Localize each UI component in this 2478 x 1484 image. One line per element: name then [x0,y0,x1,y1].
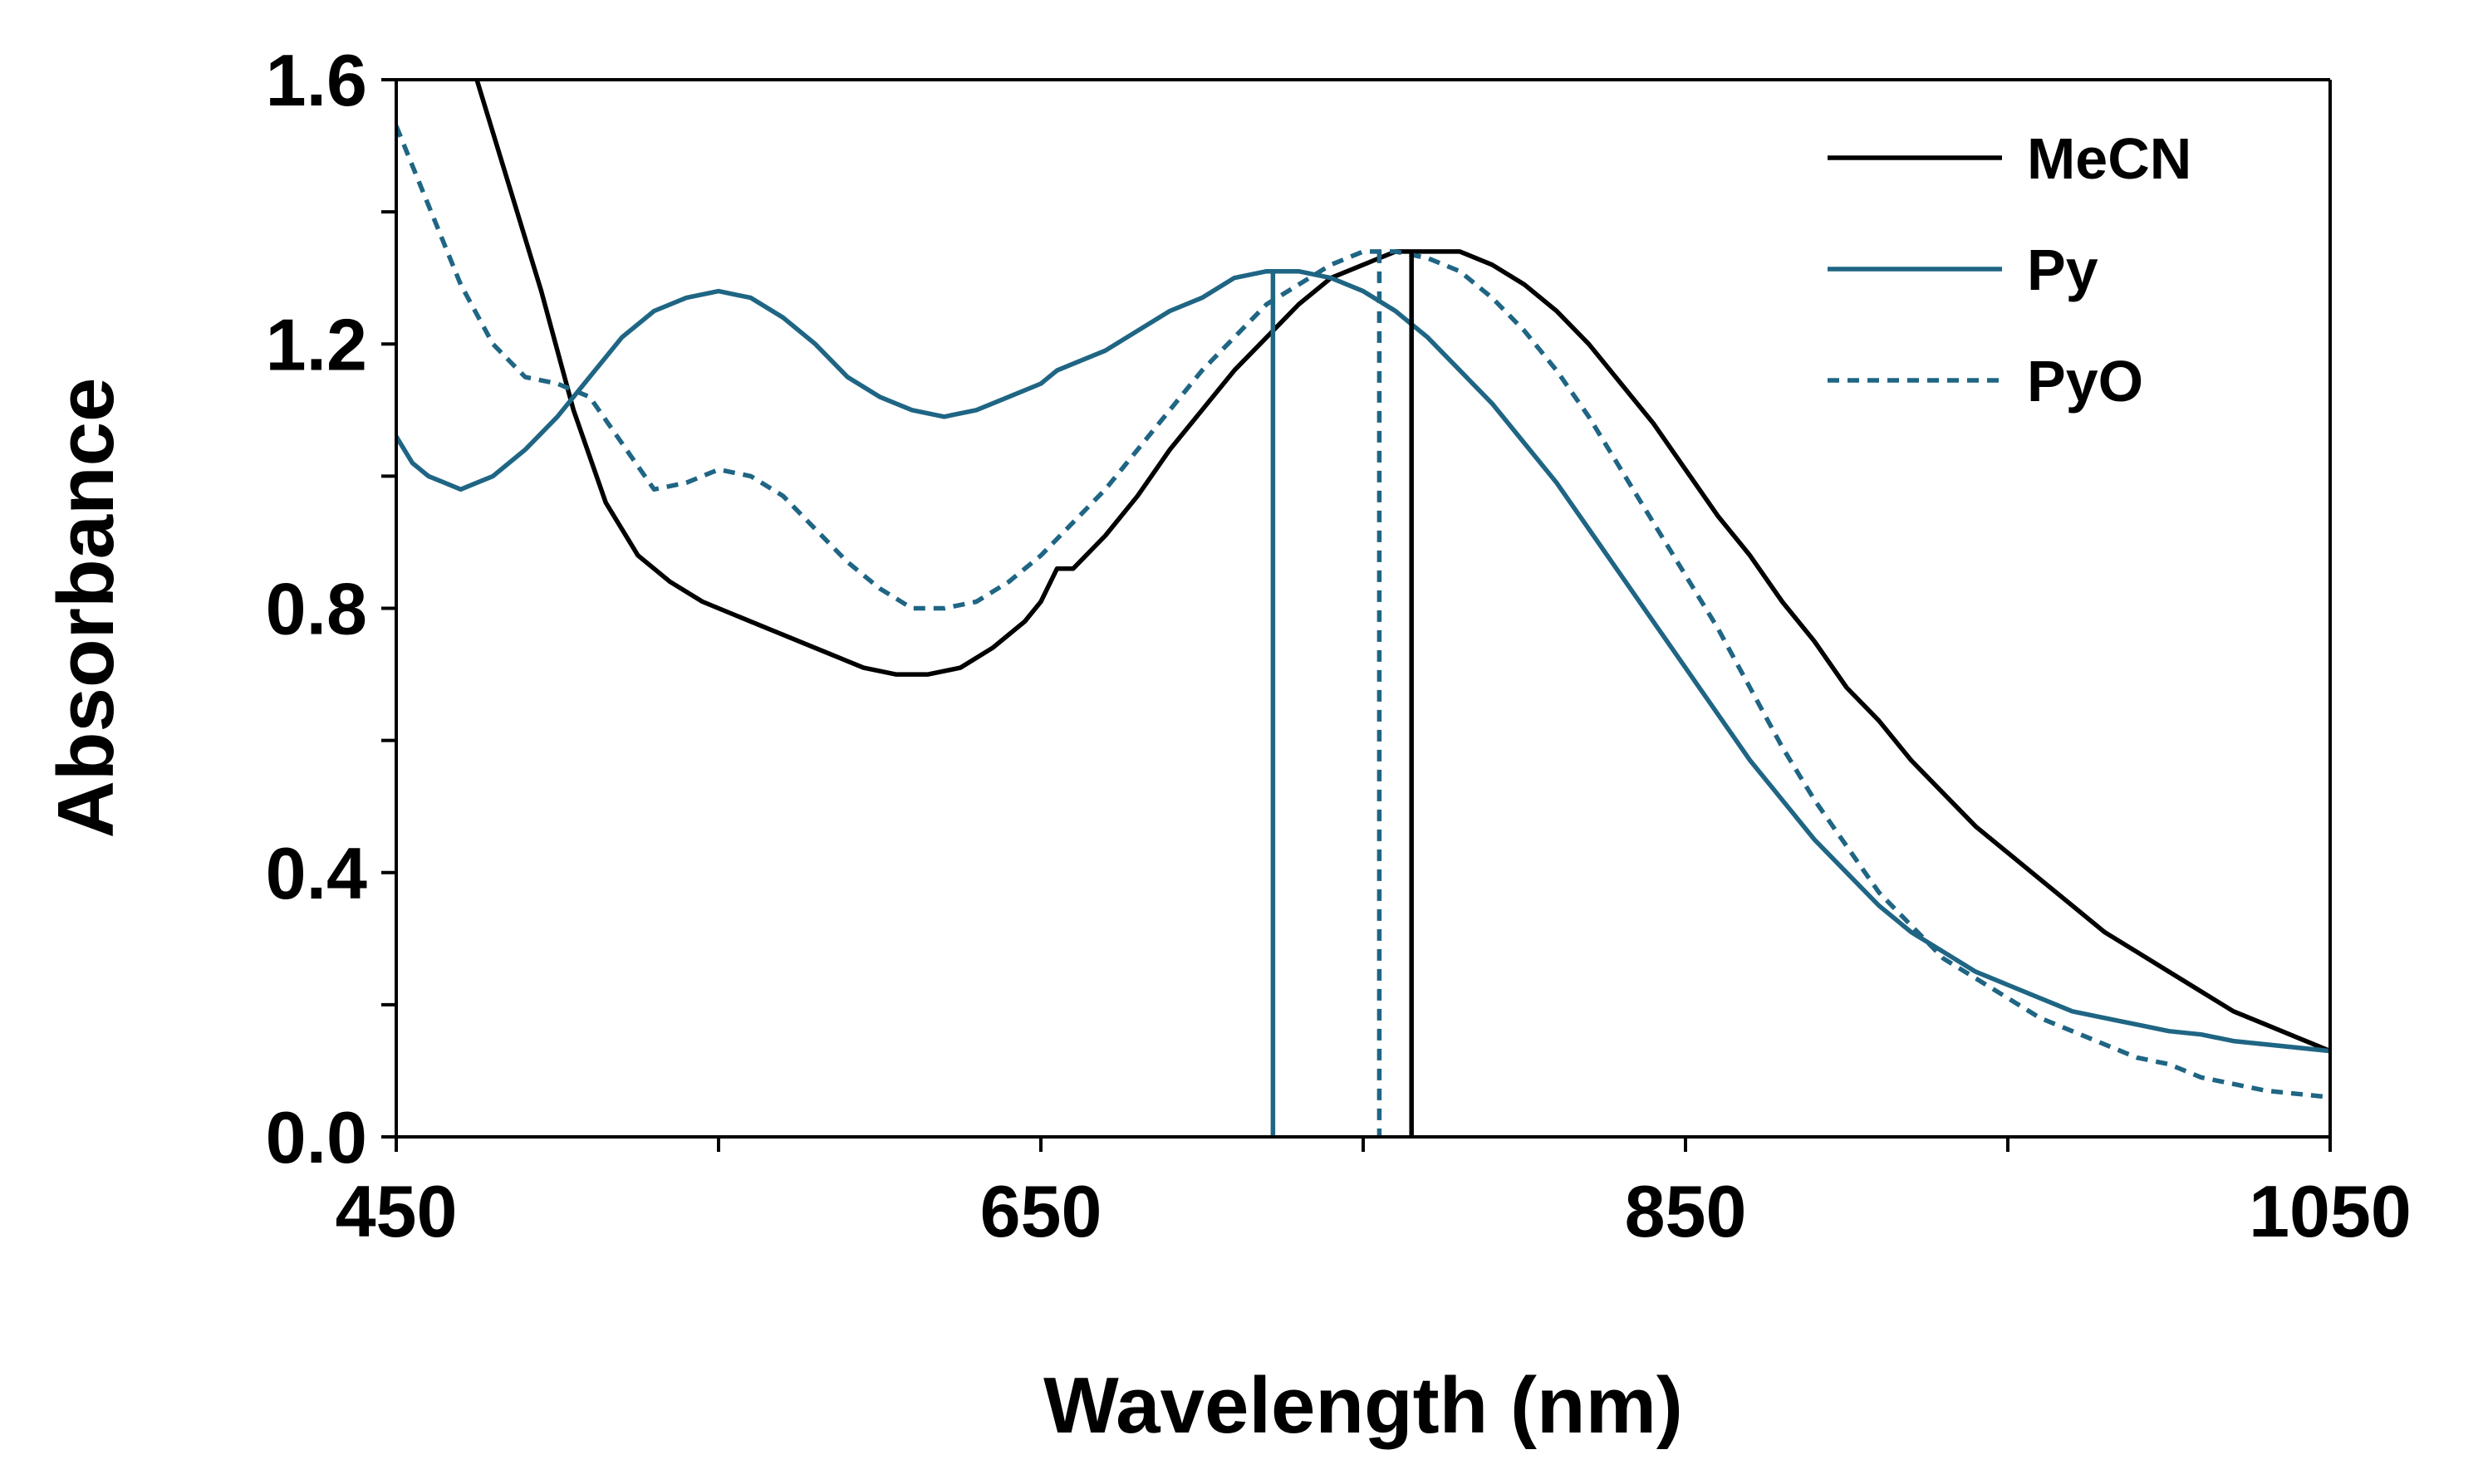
y-tick-label-1.2: 1.2 [266,303,367,385]
series-layer [396,80,2330,1100]
y-tick-label-0.4: 0.4 [266,832,367,914]
y-tick-label-1.6: 1.6 [266,39,367,121]
y-axis-title: Absorbance [42,378,130,839]
ticks: 450 650 850 1050 0.0 0.4 0.8 1.2 1.6 [266,39,2412,1252]
legend-label-pyo: PyO [2027,349,2143,414]
y-tick-label-0.8: 0.8 [266,568,367,650]
legend: MeCN Py PyO [1828,126,2191,414]
x-tick-label-650: 650 [980,1170,1102,1252]
series-line-py [396,268,2330,1054]
series-line-mecn [474,80,2330,1054]
y-tick-label-0: 0.0 [266,1096,367,1178]
x-tick-label-850: 850 [1625,1170,1747,1252]
legend-label-py: Py [2027,238,2098,302]
peak-markers [1270,251,1414,1137]
x-tick-label-450: 450 [336,1170,458,1252]
x-axis-title: Wavelength (nm) [1043,1361,1683,1450]
legend-label-mecn: MeCN [2027,126,2191,191]
x-tick-label-1050: 1050 [2249,1170,2412,1252]
